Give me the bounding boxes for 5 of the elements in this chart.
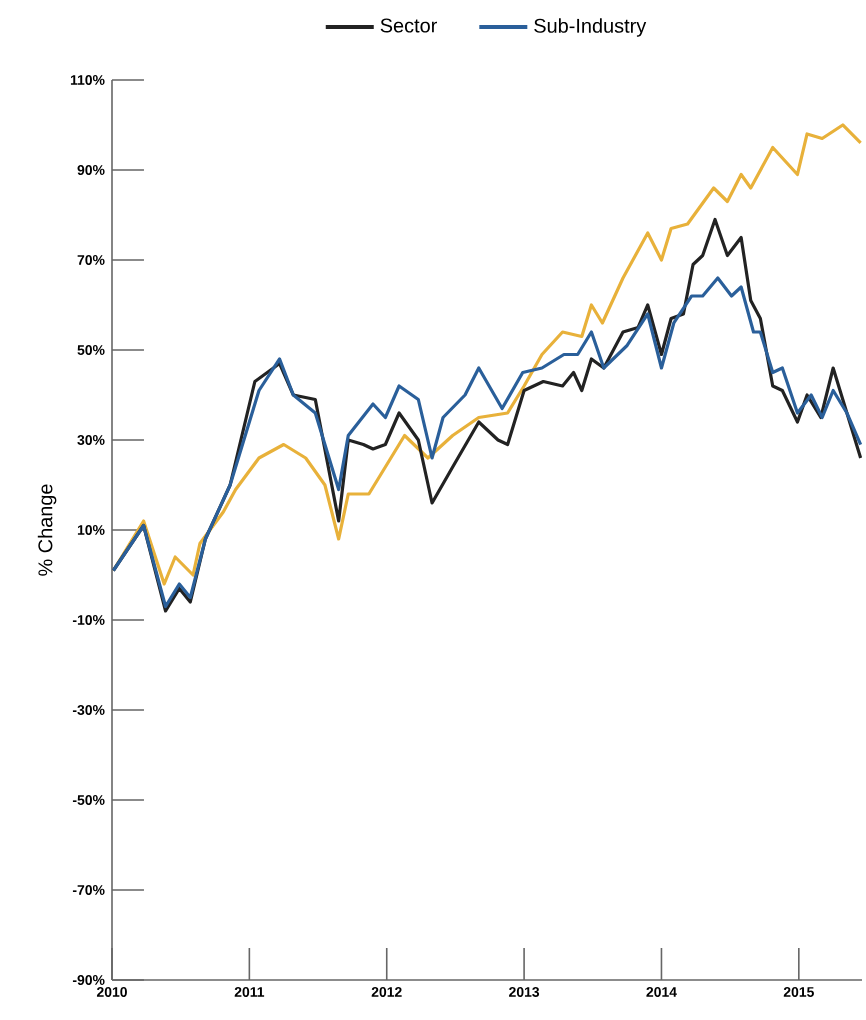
legend-label: Sector bbox=[380, 18, 437, 33]
y-axis-title: % Change bbox=[37, 484, 57, 576]
legend-label: Sub-Industry bbox=[534, 18, 647, 37]
line-series bbox=[112, 123, 863, 586]
line-series bbox=[112, 276, 863, 609]
